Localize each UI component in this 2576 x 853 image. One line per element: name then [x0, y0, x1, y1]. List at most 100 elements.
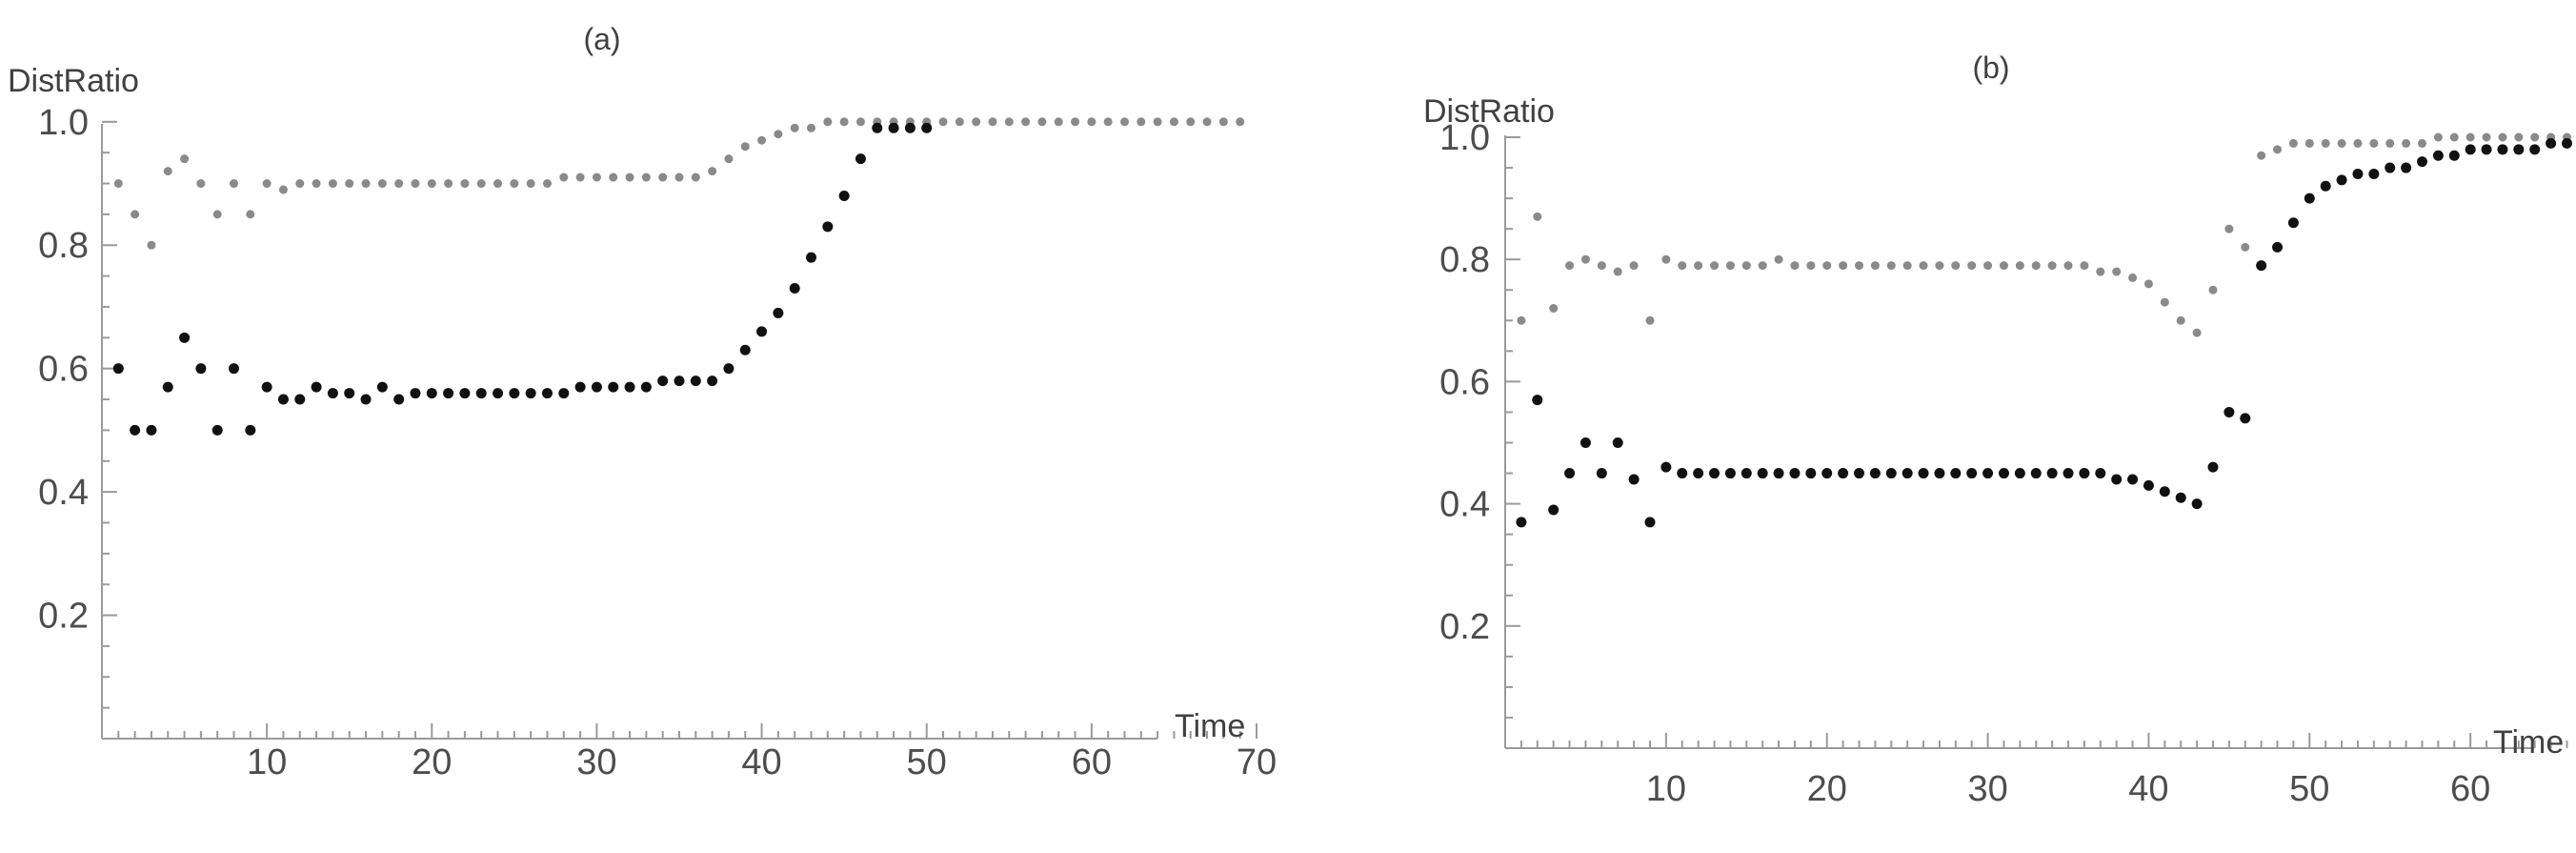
data-point: [1678, 261, 1687, 271]
data-point: [988, 117, 997, 127]
data-point: [211, 424, 223, 436]
data-point: [2160, 297, 2169, 307]
data-point: [921, 122, 933, 133]
data-point: [1998, 468, 2009, 479]
data-point: [277, 394, 289, 405]
series-gray: [113, 117, 1245, 250]
data-point: [312, 179, 321, 189]
x-tick-label: 20: [1807, 769, 1847, 809]
data-point: [1694, 261, 1703, 271]
data-point: [427, 179, 436, 189]
data-point: [1918, 468, 1929, 479]
data-point: [1773, 468, 1784, 479]
x-tick-label: 40: [741, 742, 781, 782]
data-point: [229, 363, 240, 375]
data-point: [1071, 117, 1080, 127]
data-point: [2402, 138, 2411, 148]
y-tick-label: 0.4: [38, 473, 89, 513]
series-black: [1516, 137, 2572, 528]
data-point: [112, 363, 124, 375]
data-point: [658, 173, 668, 182]
data-point: [2128, 273, 2138, 282]
data-point: [1516, 517, 1527, 528]
data-point: [1612, 437, 1623, 448]
data-point: [592, 173, 601, 182]
data-point: [2368, 168, 2380, 179]
data-point: [1886, 261, 1896, 271]
data-point: [657, 376, 669, 387]
y-tick-label: 0.6: [1439, 362, 1490, 402]
data-point: [1822, 261, 1832, 271]
data-point: [1806, 261, 1816, 271]
data-point: [855, 117, 865, 127]
data-point: [2256, 260, 2267, 272]
data-point: [443, 388, 454, 399]
data-point: [1564, 468, 1576, 479]
data-point: [2175, 492, 2186, 503]
data-point: [1137, 117, 1146, 127]
data-point: [1517, 315, 1526, 325]
data-point: [2046, 468, 2058, 479]
data-point: [162, 381, 173, 393]
data-point: [1054, 117, 1063, 127]
data-point: [1004, 117, 1014, 127]
data-point: [2031, 261, 2041, 271]
data-point: [2320, 180, 2331, 192]
data-point: [839, 117, 849, 127]
data-point: [2272, 241, 2284, 253]
data-point: [1087, 117, 1097, 127]
data-point: [2224, 224, 2234, 234]
data-point: [1870, 261, 1880, 271]
data-point: [1790, 261, 1800, 271]
data-point: [2176, 315, 2185, 325]
data-point: [1596, 468, 1607, 479]
data-point: [525, 388, 536, 399]
x-tick-label: 40: [2128, 769, 2168, 809]
data-point: [1580, 437, 1591, 448]
x-tick-label: 70: [1237, 742, 1277, 782]
data-point: [872, 122, 883, 133]
data-point: [609, 173, 618, 182]
data-point: [475, 388, 487, 399]
data-point: [328, 179, 337, 189]
data-point: [361, 179, 371, 189]
data-point: [179, 332, 191, 343]
data-point: [195, 363, 207, 375]
data-point: [2273, 145, 2283, 154]
data-point: [1103, 117, 1113, 127]
x-tick-label: 10: [1646, 769, 1686, 809]
chart-title: (b): [1972, 51, 2009, 85]
y-tick-label: 0.8: [1439, 240, 1490, 280]
data-point: [938, 117, 948, 127]
data-point: [1661, 254, 1671, 264]
data-point: [2080, 261, 2089, 271]
data-point: [838, 190, 850, 201]
x-tick-label: 50: [907, 742, 947, 782]
data-point: [2287, 217, 2299, 229]
data-point: [246, 210, 255, 219]
data-point: [1565, 261, 1575, 271]
data-point: [2241, 242, 2250, 252]
data-point: [2418, 138, 2427, 148]
data-point: [113, 179, 123, 189]
data-point: [2481, 144, 2492, 155]
data-point: [1218, 117, 1228, 127]
series-black: [112, 122, 933, 436]
data-point: [2465, 144, 2476, 155]
data-point: [757, 135, 767, 145]
data-point: [724, 154, 734, 164]
data-point: [196, 179, 206, 189]
data-point: [180, 154, 190, 164]
data-point: [1902, 468, 1913, 479]
data-point: [2498, 132, 2507, 142]
data-point: [2240, 413, 2251, 424]
data-point: [1021, 117, 1031, 127]
data-point: [1821, 468, 1833, 479]
data-point: [1999, 261, 2008, 271]
data-point: [2385, 138, 2395, 148]
x-tick-label: 60: [2450, 769, 2490, 809]
y-tick-label: 0.8: [38, 226, 89, 266]
data-point: [1153, 117, 1162, 127]
data-point: [411, 179, 420, 189]
data-point: [1839, 261, 1848, 271]
